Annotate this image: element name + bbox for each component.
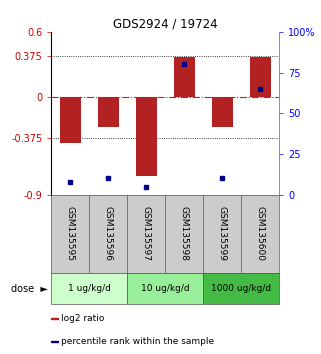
Bar [212,97,233,127]
Bar [51,318,58,319]
Bar [203,273,279,304]
Text: percentile rank within the sample: percentile rank within the sample [61,337,214,346]
Bar [174,57,195,97]
Text: GSM135600: GSM135600 [256,206,265,261]
Bar [136,97,157,176]
Bar [60,97,81,143]
Bar [250,57,271,97]
Title: GDS2924 / 19724: GDS2924 / 19724 [113,18,218,31]
Bar [51,341,58,342]
Text: GSM135597: GSM135597 [142,206,151,261]
Bar [127,273,203,304]
Text: GSM135598: GSM135598 [180,206,189,261]
Bar [98,97,119,127]
Text: GSM135599: GSM135599 [218,206,227,261]
Text: GSM135596: GSM135596 [104,206,113,261]
Text: GSM135595: GSM135595 [66,206,75,261]
Text: log2 ratio: log2 ratio [61,314,104,323]
Text: dose  ►: dose ► [11,284,48,293]
Text: 1 ug/kg/d: 1 ug/kg/d [68,284,111,293]
Text: 1000 ug/kg/d: 1000 ug/kg/d [211,284,271,293]
Text: 10 ug/kg/d: 10 ug/kg/d [141,284,190,293]
Bar [51,273,127,304]
